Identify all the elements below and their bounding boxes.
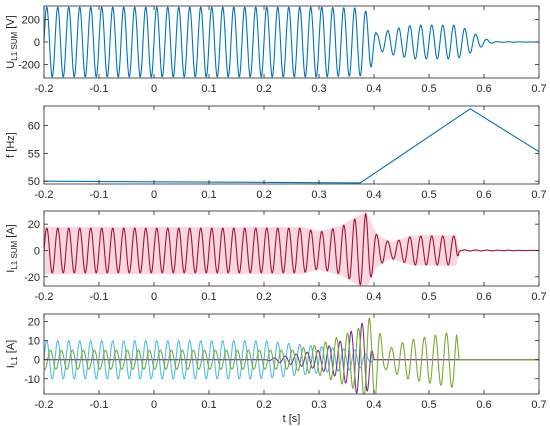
x-tick-label: 0.6 — [476, 291, 491, 303]
x-tick-label: 0.2 — [256, 291, 271, 303]
y-tick-label: 55 — [28, 148, 40, 160]
x-tick-label: 0.3 — [311, 291, 326, 303]
x-tick-label: 0.7 — [531, 189, 546, 201]
x-tick-label: 0.5 — [421, 291, 436, 303]
x-tick-label: 0.2 — [256, 399, 271, 411]
x-tick-label: 0.7 — [531, 399, 546, 411]
y-tick-label: 50 — [28, 176, 40, 188]
y-tick-label: 20 — [28, 317, 40, 329]
y-axis-label: IL1 [A] — [5, 340, 19, 368]
x-tick-label: 0 — [151, 189, 157, 201]
y-axis-label: IL1 SUM [A] — [5, 224, 19, 272]
x-tick-label: 0.3 — [311, 189, 326, 201]
y-tick-label: 20 — [28, 219, 40, 231]
x-tick-label: 0.1 — [201, 399, 216, 411]
x-tick-label: -0.1 — [90, 291, 109, 303]
x-tick-label: 0 — [151, 399, 157, 411]
y-tick-label: 10 — [28, 336, 40, 348]
plot-area — [44, 211, 539, 286]
y-tick-label: -200 — [18, 60, 40, 72]
chart-panel-4: -0.2 -0.1 0 0.1 0.2 0.3 0.4 0.5 0.6 0.7 -10 0 10 20 IL… — [5, 313, 547, 425]
chart-panel-2: -0.2 -0.1 0 0.1 0.2 0.3 0.4 0.5 0.6 0.7 50 55 60 f [H… — [5, 105, 547, 201]
x-tick-label: -0.1 — [90, 83, 109, 95]
y-tick-label: -10 — [24, 374, 40, 386]
plot-area — [44, 6, 539, 78]
axes-box — [43, 105, 540, 185]
x-tick-label: 0.4 — [366, 189, 381, 201]
x-tick-label: 0.1 — [201, 189, 216, 201]
x-tick-label: 0.5 — [421, 189, 436, 201]
x-tick-label: -0.2 — [35, 189, 54, 201]
x-tick-label: 0.3 — [311, 399, 326, 411]
x-axis-label: t [s] — [283, 413, 301, 425]
x-tick-label: 0.1 — [201, 83, 216, 95]
x-tick-label: 0.6 — [476, 189, 491, 201]
chart-panel-3: -0.2 -0.1 0 0.1 0.2 0.3 0.4 0.5 0.6 0.7 -20 0 20 IL1 … — [5, 210, 547, 303]
x-tick-label: -0.2 — [35, 291, 54, 303]
plot-area — [44, 108, 539, 184]
chart-panel-1: -0.2 -0.1 0 0.1 0.2 0.3 0.4 0.5 0.6 0.7 -200 0 200UL… — [5, 5, 547, 95]
y-tick-label: 200 — [22, 15, 40, 27]
y-tick-label: 0 — [34, 245, 40, 257]
series-line-1 — [44, 108, 539, 184]
x-tick-label: 0.6 — [476, 399, 491, 411]
x-tick-label: 0.4 — [366, 83, 381, 95]
y-tick-label: 0 — [34, 37, 40, 49]
y-axis-label: f [Hz] — [5, 132, 17, 158]
y-tick-label: -20 — [24, 272, 40, 284]
y-tick-label: 60 — [28, 121, 40, 133]
x-tick-label: 0.3 — [311, 83, 326, 95]
x-tick-label: 0.2 — [256, 83, 271, 95]
series-line-2 — [44, 322, 539, 394]
x-tick-label: -0.1 — [90, 399, 109, 411]
x-tick-label: -0.2 — [35, 399, 54, 411]
series-line-1 — [44, 6, 539, 78]
x-tick-label: 0.2 — [256, 189, 271, 201]
y-axis-label: UL1 SUM [V] — [5, 15, 19, 68]
axes-box — [43, 210, 540, 287]
series-line-3 — [44, 317, 539, 394]
x-tick-label: 0.6 — [476, 83, 491, 95]
x-tick-label: 0.4 — [366, 399, 381, 411]
plot-area — [44, 317, 539, 394]
x-tick-label: -0.2 — [35, 83, 54, 95]
x-tick-label: 0 — [151, 83, 157, 95]
x-tick-label: 0.4 — [366, 291, 381, 303]
x-tick-label: 0 — [151, 291, 157, 303]
x-tick-label: 0.1 — [201, 291, 216, 303]
x-tick-label: 0.5 — [421, 83, 436, 95]
x-tick-label: 0.7 — [531, 291, 546, 303]
series-line-1 — [44, 213, 539, 286]
x-tick-label: 0.5 — [421, 399, 436, 411]
y-tick-label: 0 — [34, 355, 40, 367]
x-tick-label: -0.1 — [90, 189, 109, 201]
x-tick-label: 0.7 — [531, 83, 546, 95]
axes-box — [43, 313, 540, 395]
